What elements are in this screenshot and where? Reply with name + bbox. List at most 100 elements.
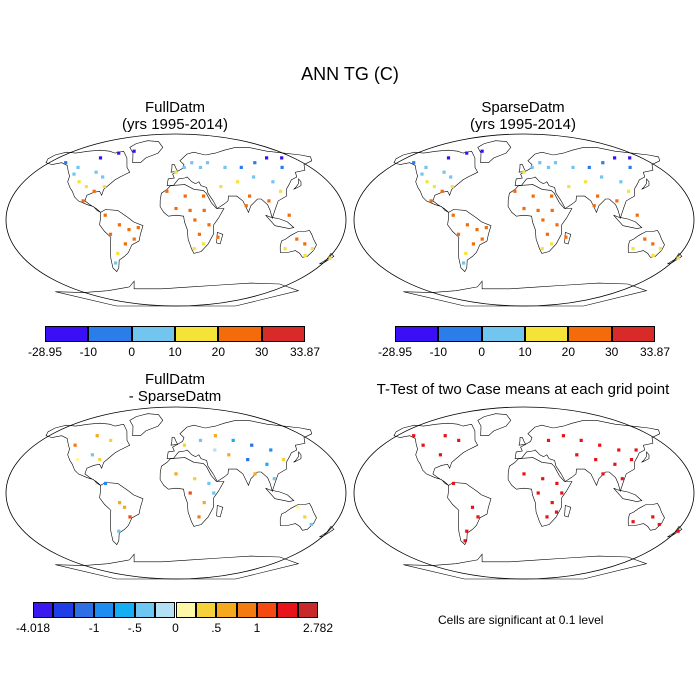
coastline-japan	[641, 178, 650, 190]
grid-cell-point	[628, 156, 632, 160]
grid-cell-point	[560, 491, 564, 495]
grid-cell-point	[248, 194, 252, 198]
grid-cell-point	[480, 237, 484, 241]
grid-cell-point	[118, 501, 122, 505]
grid-cell-point	[212, 491, 216, 495]
coastline-uk	[518, 164, 527, 173]
grid-cell-point	[280, 156, 284, 160]
colorbar-swatch	[175, 326, 219, 342]
colorbar-tick-label: 30	[254, 345, 269, 359]
coastline-antarctica	[403, 280, 648, 307]
grid-cell-point	[601, 161, 605, 165]
coastline-africa	[159, 184, 225, 254]
grid-cell-point	[123, 242, 127, 246]
colorbar-tick-label: -4.018	[15, 621, 51, 635]
grid-cell-point	[244, 204, 248, 208]
grid-cell-point	[613, 462, 617, 466]
panel-full-subtitle: (yrs 1995-2014)	[122, 116, 228, 133]
grid-cell-point	[188, 208, 192, 212]
grid-cell-point	[246, 458, 250, 462]
grid-cell-point	[421, 443, 425, 447]
grid-cell-point	[476, 515, 480, 519]
colorbar-tick-label: -.5	[127, 621, 142, 635]
grid-cell-point	[464, 251, 468, 255]
grid-cell-point	[174, 472, 178, 476]
grid-cell-point	[598, 443, 602, 447]
grid-cell-point	[465, 529, 469, 533]
colorbar-swatch	[277, 602, 298, 618]
grid-cell-point	[631, 520, 635, 524]
grid-cell-point	[627, 189, 631, 193]
grid-cell-point	[651, 242, 655, 246]
panel-ttest-title: T-Test of two Case means at each grid po…	[376, 381, 670, 398]
colorbar-swatch	[216, 602, 237, 618]
grid-cell-point	[202, 208, 206, 212]
grid-cell-point	[463, 539, 467, 543]
grid-cell-point	[174, 170, 178, 174]
grid-cell-point	[98, 156, 103, 160]
grid-cell-point	[540, 247, 544, 251]
grid-cell-point	[676, 529, 680, 533]
grid-cell-point	[267, 199, 271, 203]
colorbar-swatch	[218, 326, 262, 342]
colorbar-swatch	[395, 326, 439, 342]
colorbar-swatch	[438, 326, 482, 342]
grid-cell-point	[613, 156, 617, 160]
grid-cell-point	[450, 185, 454, 189]
grid-cell-point	[227, 453, 231, 457]
grid-cell-point	[213, 434, 217, 438]
coastline-greenland	[477, 140, 512, 163]
grid-cell-point	[412, 434, 416, 438]
grid-cell-point	[536, 208, 540, 212]
colorbar-swatch	[94, 602, 115, 618]
grid-cell-point	[252, 175, 256, 179]
grid-cell-point	[465, 151, 469, 155]
colorbar-swatch	[261, 326, 305, 342]
grid-cell-point	[536, 491, 540, 495]
colorbar-swatch	[481, 326, 525, 342]
grid-cell-point	[550, 242, 554, 246]
colorbar-tick-label: 10	[518, 345, 532, 359]
grid-cell-point	[193, 477, 197, 481]
grid-cell-point	[600, 175, 604, 179]
grid-cell-point	[584, 180, 588, 184]
grid-cell-point	[174, 206, 178, 211]
map-frame	[5, 406, 347, 580]
coastline-uk	[170, 164, 179, 173]
grid-cell-point	[102, 185, 106, 189]
grid-cell-point	[103, 481, 108, 485]
grid-cell-point	[657, 522, 661, 527]
grid-cell-point	[271, 180, 275, 184]
colorbar-swatch	[611, 326, 655, 342]
grid-cell-point	[72, 172, 76, 176]
grid-cell-point	[223, 165, 227, 169]
grid-cell-point	[620, 477, 624, 481]
grid-cell-point	[117, 223, 121, 227]
coastline-madagascar	[564, 231, 572, 245]
grid-cell-point	[136, 226, 140, 230]
coastline-australia	[279, 230, 317, 258]
grid-cell-point	[522, 472, 526, 476]
colorbar-difference: -4.018 -1 -.5 0 .5 1 2.782	[16, 602, 333, 638]
coastline-north-america	[45, 422, 131, 486]
grid-cell-point	[438, 453, 442, 457]
panel-title-diff: FullDatm - SparseDatm	[40, 371, 310, 405]
grid-cell-point	[94, 170, 98, 174]
grid-cell-point	[470, 505, 475, 509]
coastline-uk	[518, 437, 527, 446]
coastline-australia	[279, 503, 317, 531]
coastline-eurasia	[166, 420, 313, 493]
grid-cell-point	[628, 165, 632, 169]
panel-title-sparse: SparseDatm (yrs 1995-2014)	[388, 99, 658, 133]
grid-cell-point	[555, 481, 559, 485]
grid-cell-point	[188, 491, 192, 495]
grid-cell-point	[530, 165, 534, 169]
colorbar-swatch	[131, 326, 175, 342]
grid-cell-point	[651, 515, 655, 519]
grid-cell-point	[480, 149, 484, 153]
grid-cell-point	[280, 165, 284, 169]
grid-cell-point	[538, 161, 542, 165]
grid-cell-point	[192, 247, 196, 251]
map-frame	[353, 406, 695, 580]
colorbar-swatch	[175, 602, 196, 618]
